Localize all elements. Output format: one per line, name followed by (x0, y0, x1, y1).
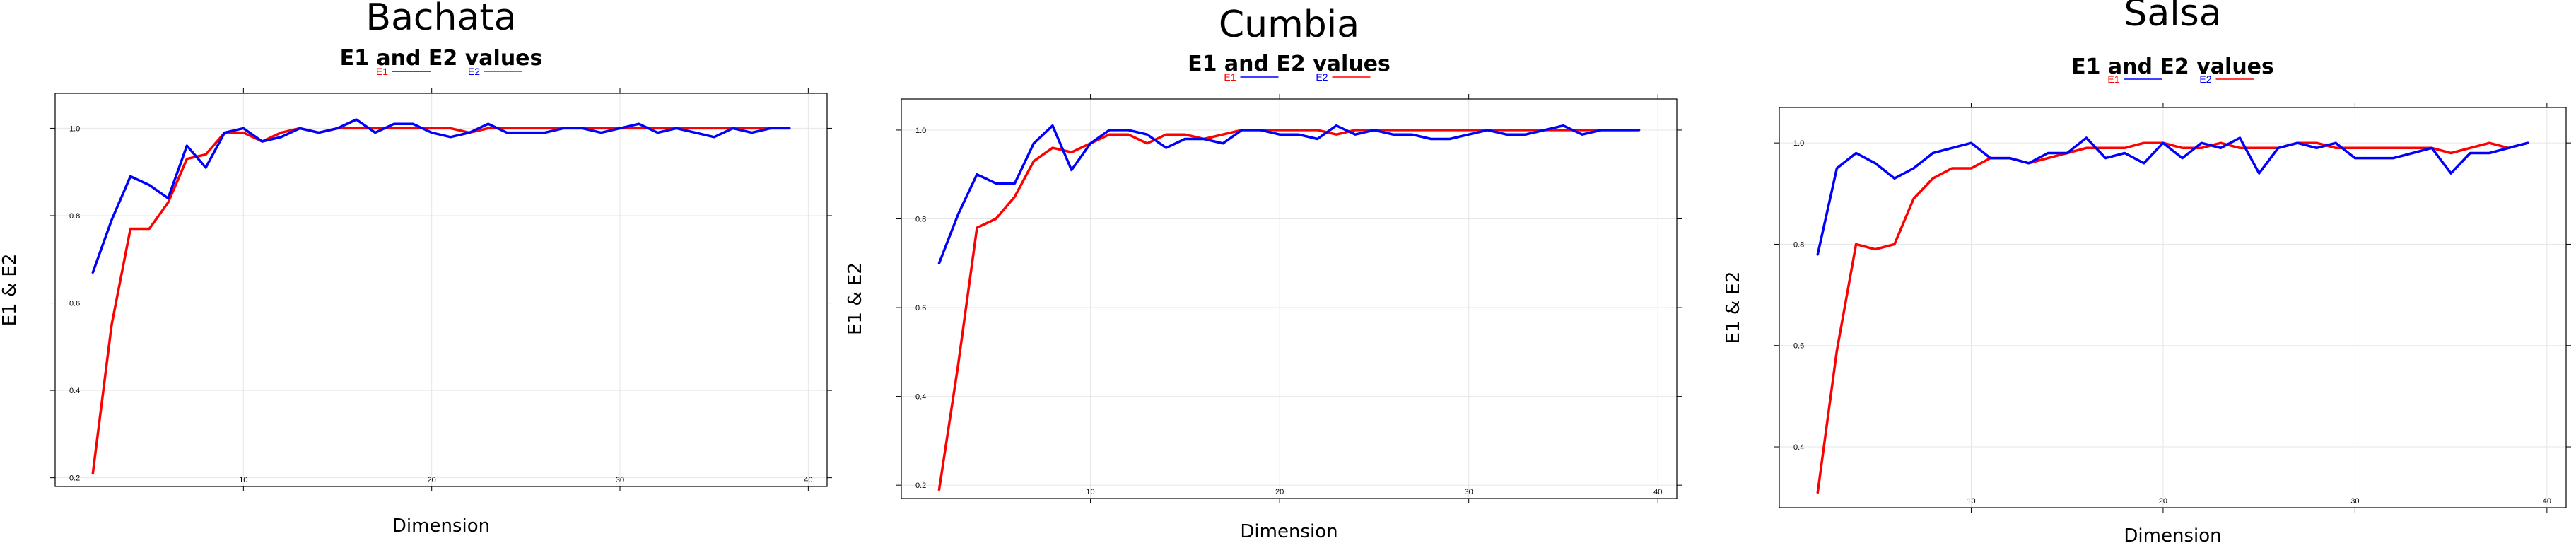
chart-title: Bachata (365, 0, 516, 39)
x-axis-label: Dimension (392, 515, 490, 537)
x-tick-label: 40 (2543, 497, 2551, 506)
x-tick-label: 20 (428, 476, 436, 484)
y-axis-label: E1 & E2 (1723, 272, 1744, 344)
y-tick-label: 0.4 (1793, 443, 1804, 452)
plot-frame (901, 98, 1678, 499)
y-tick-label: 1.0 (69, 124, 80, 133)
plot-frame (1779, 107, 2567, 508)
y-tick-label: 0.8 (69, 212, 80, 221)
plot-frame (54, 93, 828, 487)
x-tick-label: 20 (2159, 497, 2167, 506)
legend-label-e1: E1 (1224, 71, 1236, 83)
y-tick-label: 0.4 (69, 387, 80, 395)
y-axis-label: E1 & E2 (845, 262, 866, 335)
x-tick-label: 30 (616, 476, 624, 484)
y-axis-label: E1 & E2 (0, 254, 21, 327)
x-tick-label: 20 (1275, 488, 1284, 496)
chart-subtitle: E1 and E2 values (340, 46, 543, 71)
legend: E1 E2 (2107, 74, 2254, 85)
y-tick-label: 0.6 (69, 300, 80, 308)
y-tick-label: 1.0 (915, 127, 926, 135)
chart-title: Salsa (2124, 0, 2221, 35)
legend-label-e1: E1 (2107, 74, 2119, 85)
series-line-e1 (91, 127, 791, 475)
y-tick-label: 0.2 (915, 482, 926, 490)
legend-label-e1: E1 (376, 66, 388, 77)
legend-label-e2: E2 (2199, 74, 2211, 85)
y-tick-label: 0.8 (915, 216, 926, 224)
y-tick-label: 0.4 (915, 393, 926, 402)
chart-title: Cumbia (1219, 4, 1359, 46)
legend: E1 E2 (1224, 71, 1371, 83)
x-tick-label: 30 (1465, 488, 1473, 496)
chart-subtitle: E1 and E2 values (2071, 54, 2274, 79)
x-tick-label: 40 (804, 476, 812, 484)
x-axis-label: Dimension (2124, 525, 2221, 547)
series-line-e1 (1816, 141, 2529, 494)
x-axis-label: Dimension (1240, 521, 1337, 542)
x-tick-label: 10 (1086, 488, 1094, 496)
legend-label-e2: E2 (468, 66, 480, 77)
y-tick-label: 0.2 (69, 474, 80, 483)
x-tick-label: 30 (2350, 497, 2359, 506)
chart-subtitle: E1 and E2 values (1188, 52, 1391, 76)
x-tick-label: 40 (1653, 488, 1662, 496)
series-line-e2 (937, 124, 1641, 265)
x-tick-label: 10 (1967, 497, 1975, 506)
legend-label-e2: E2 (1316, 71, 1328, 83)
y-tick-label: 0.8 (1793, 240, 1804, 249)
y-tick-label: 0.6 (915, 304, 926, 313)
legend: E1 E2 (376, 66, 522, 77)
y-tick-label: 0.6 (1793, 342, 1804, 351)
series-line-e1 (937, 129, 1641, 491)
series-line-e2 (1816, 136, 2529, 256)
series-line-e2 (91, 118, 791, 274)
y-tick-label: 1.0 (1793, 139, 1804, 148)
x-tick-label: 10 (239, 476, 247, 484)
